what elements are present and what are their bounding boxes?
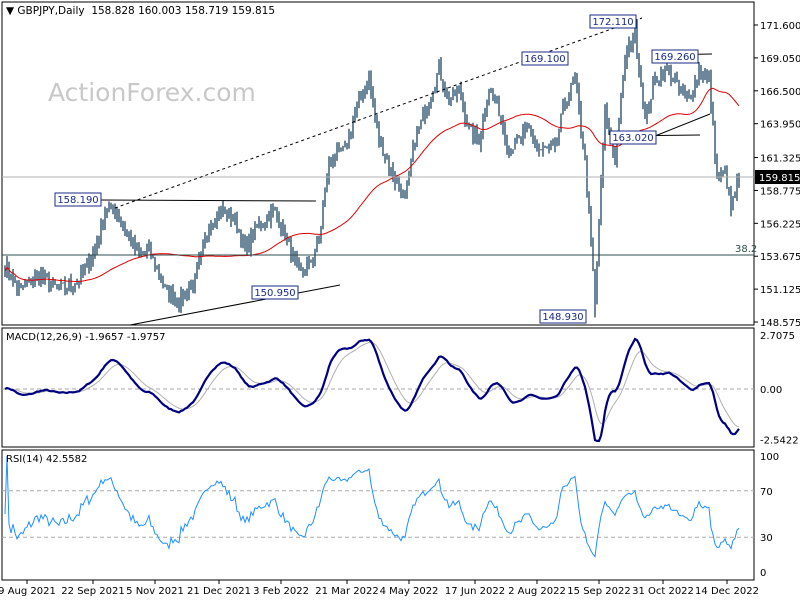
date-axis-label: 22 Sep 2021 (61, 586, 124, 597)
annotation-box (54, 192, 102, 207)
annotation-label: 150.950 (254, 288, 295, 299)
date-axis-label: 3 Feb 2022 (253, 586, 309, 597)
rsi-axis-label: 100 (760, 452, 779, 463)
annotation-label: 163.020 (612, 133, 653, 144)
resistance-line (99, 199, 317, 202)
price-panel (1, 1, 755, 326)
annotation-box (251, 285, 299, 300)
macd-line (4, 337, 740, 442)
macd-axis-label: 0.00 (760, 385, 782, 396)
price-axis-label: 169.050 (760, 54, 800, 65)
rsi-title: RSI(14) 42.5582 (6, 454, 87, 465)
annotation-label: 148.930 (542, 312, 583, 323)
lower-trendline (654, 113, 711, 137)
date-axis-label: 9 Aug 2021 (0, 586, 56, 597)
rsi-panel (1, 449, 755, 581)
price-axis-label: 151.125 (760, 285, 800, 296)
date-axis-label: 31 Oct 2022 (632, 586, 694, 597)
macd-title: MACD(12,26,9) -1.9657 -1.9757 (6, 332, 166, 343)
support-trendline (129, 284, 341, 326)
macd-axis-label: 2.7075 (760, 331, 795, 342)
rsi-axis-label: 30 (760, 533, 773, 544)
date-axis-label: 21 Mar 2022 (315, 586, 378, 597)
annotation-label: 169.100 (524, 54, 565, 65)
watermark: ActionForex.com (48, 78, 256, 107)
moving-average-line (4, 87, 740, 282)
symbol-label: GBPJPY,Daily (17, 5, 85, 17)
current-price-label: 159.815 (759, 173, 800, 184)
price-axis-label: 158.775 (760, 186, 800, 197)
date-axis-label: 15 Sep 2022 (567, 586, 630, 597)
rsi-axis-label: 0 (760, 568, 766, 579)
price-axis-label: 156.225 (760, 219, 800, 230)
price-axis-label: 171.600 (760, 21, 800, 32)
dropdown-triangle-icon[interactable]: ▼ (6, 5, 15, 17)
date-axis-label: 5 Nov 2021 (126, 586, 184, 597)
price-axis-label: 163.950 (760, 120, 800, 131)
date-axis-label: 2 Aug 2022 (508, 586, 566, 597)
current-price-tag (755, 170, 800, 184)
price-axis-label: 148.575 (760, 318, 800, 329)
annotation-box (609, 130, 657, 145)
macd-panel (1, 327, 755, 448)
date-axis-label: 4 May 2022 (380, 586, 439, 597)
annotation-box (651, 49, 699, 64)
annotation-box (589, 14, 637, 29)
chart-header: ▼ GBPJPY,Daily 158.828 160.003 158.719 1… (6, 5, 275, 17)
annotation-label: 158.190 (57, 195, 98, 206)
macd-axis-label: -2.5422 (760, 436, 799, 447)
annotation-label: 169.260 (654, 52, 695, 63)
ohlc-values: 158.828 160.003 158.719 159.815 (91, 5, 276, 17)
price-axis-label: 161.325 (760, 154, 800, 165)
annotation-box (521, 51, 569, 66)
price-axis-label: 153.675 (760, 252, 800, 263)
price-bars (4, 18, 740, 318)
rsi-axis-label: 70 (760, 487, 773, 498)
macd-signal-line (4, 341, 740, 428)
price-axis-label: 166.500 (760, 87, 800, 98)
date-axis-label: 14 Dec 2022 (695, 586, 759, 597)
annotation-box (539, 309, 587, 324)
date-axis-label: 17 Jun 2022 (445, 586, 505, 597)
fib-label: 38.2 (735, 244, 757, 255)
rsi-line (4, 455, 740, 558)
date-axis-label: 21 Dec 2021 (187, 586, 251, 597)
annotation-label: 172.110 (592, 17, 633, 28)
